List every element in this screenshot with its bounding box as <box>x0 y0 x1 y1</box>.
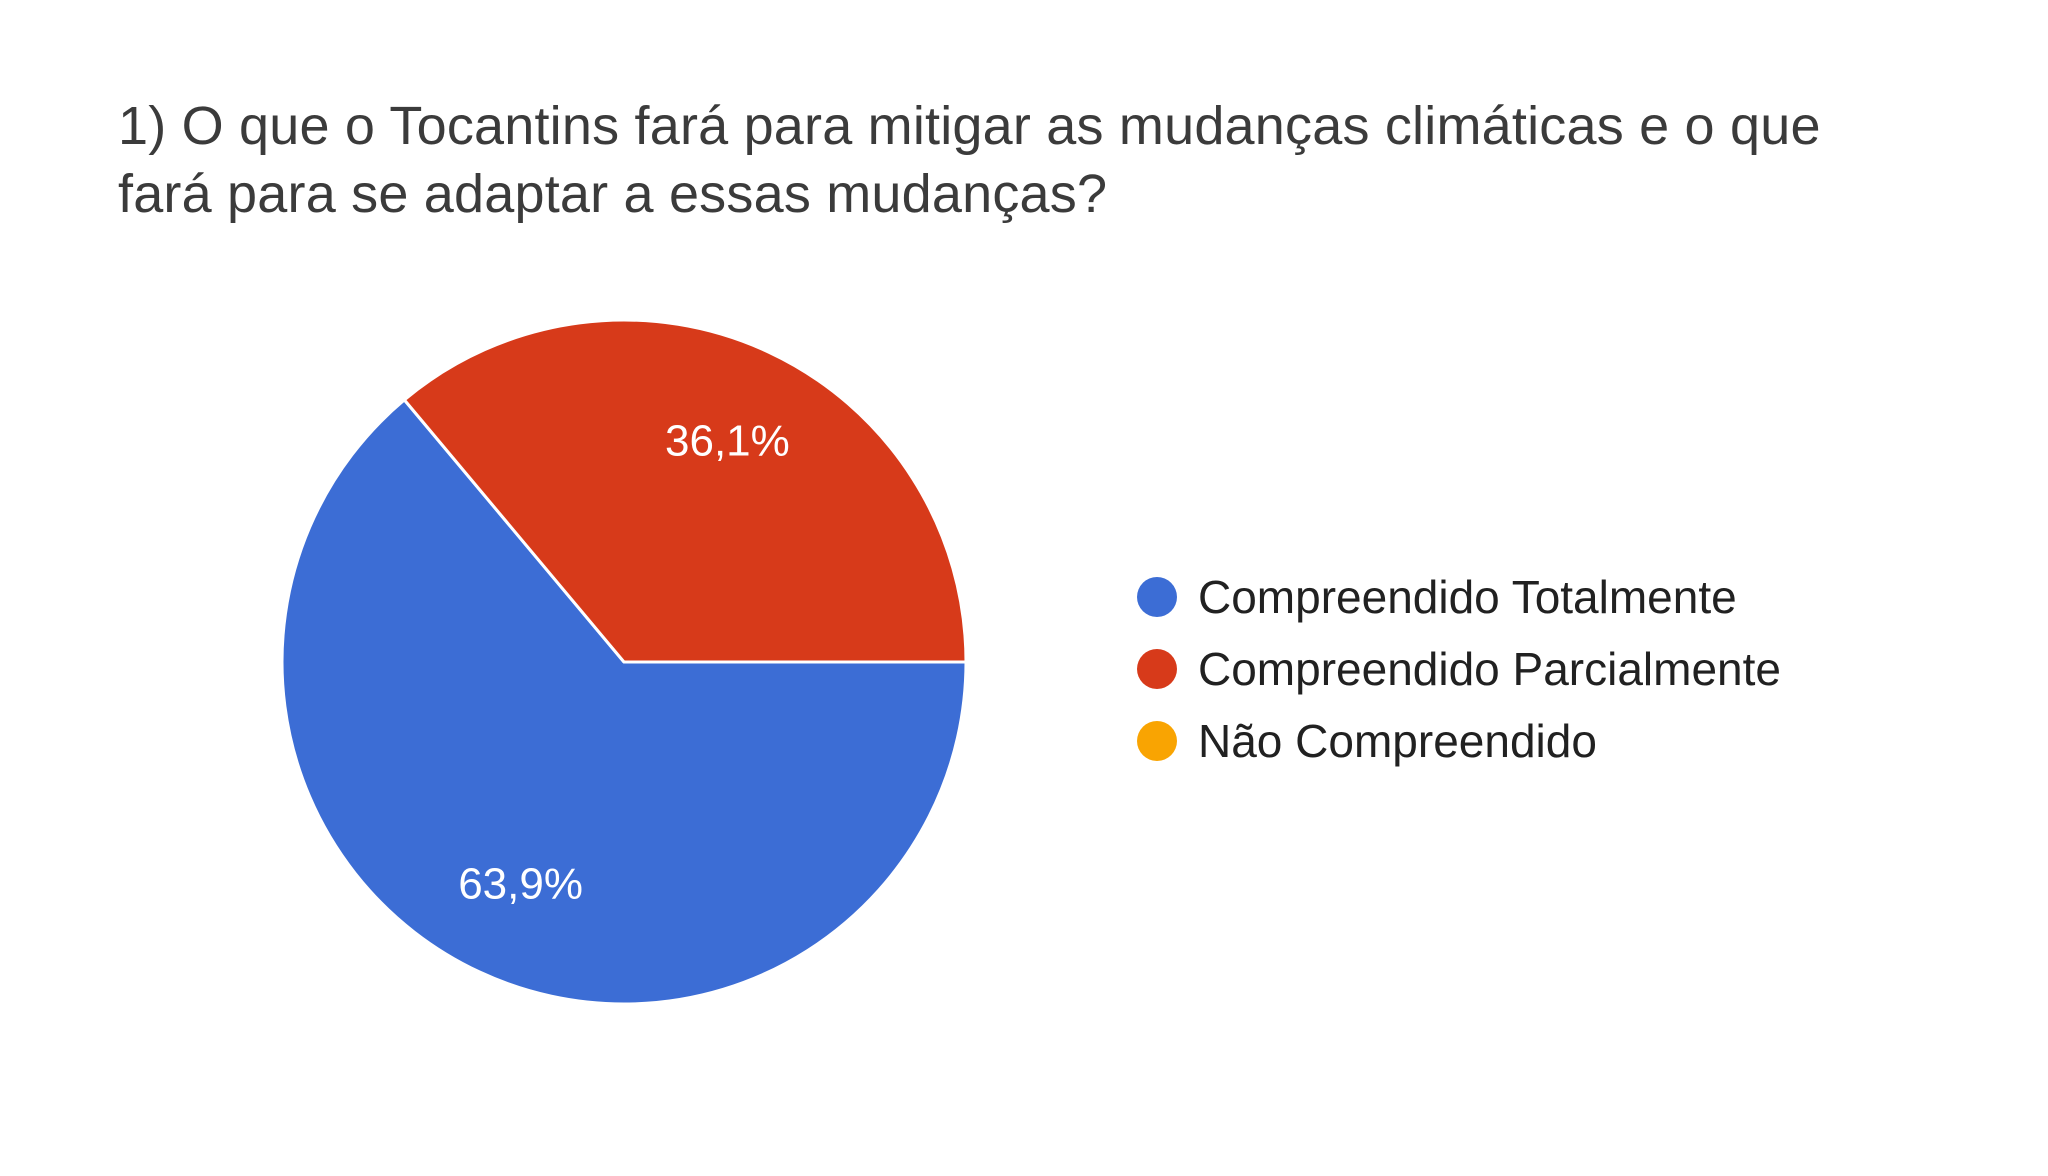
legend-swatch-icon <box>1137 649 1177 689</box>
legend-label: Compreendido Totalmente <box>1198 571 1737 623</box>
question-title: 1) O que o Tocantins fará para mitigar a… <box>118 96 1821 224</box>
legend-item-1: Compreendido Parcialmente <box>1137 633 1781 705</box>
legend-item-2: Não Compreendido <box>1137 705 1781 777</box>
slice-value-label-1: 36,1% <box>665 416 790 465</box>
legend-label: Não Compreendido <box>1198 715 1597 767</box>
legend-label: Compreendido Parcialmente <box>1198 643 1781 695</box>
legend: Compreendido Totalmente Compreendido Parc… <box>1137 561 1781 777</box>
legend-item-0: Compreendido Totalmente <box>1137 561 1781 633</box>
pie-chart: 63,9% 36,1% <box>280 318 968 1006</box>
slice-value-label-0: 63,9% <box>458 860 583 909</box>
pie-slice-1[interactable] <box>402 318 968 664</box>
pie-slice-0[interactable] <box>280 398 968 1006</box>
legend-swatch-icon <box>1137 721 1177 761</box>
legend-swatch-icon <box>1137 577 1177 617</box>
